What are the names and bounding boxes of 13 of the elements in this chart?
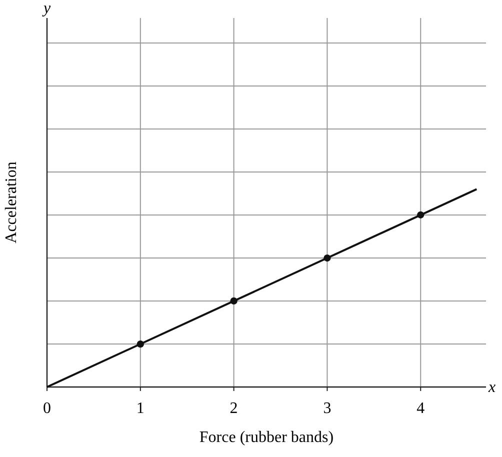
- x-tick-label: 0: [43, 400, 51, 417]
- x-tick-label: 2: [230, 400, 238, 417]
- text: y: [41, 0, 52, 17]
- x-tick-label: 3: [323, 400, 332, 417]
- point: [324, 254, 331, 262]
- text: x: [487, 379, 496, 396]
- x-tick-label: 4: [416, 400, 425, 417]
- x-tick-label: 1: [136, 400, 144, 417]
- point: [230, 297, 238, 305]
- y-axis-title: Acceleration: [3, 162, 20, 244]
- x-axis-title: Force (rubber bands): [199, 429, 334, 446]
- point: [417, 211, 424, 218]
- point: [136, 340, 144, 348]
